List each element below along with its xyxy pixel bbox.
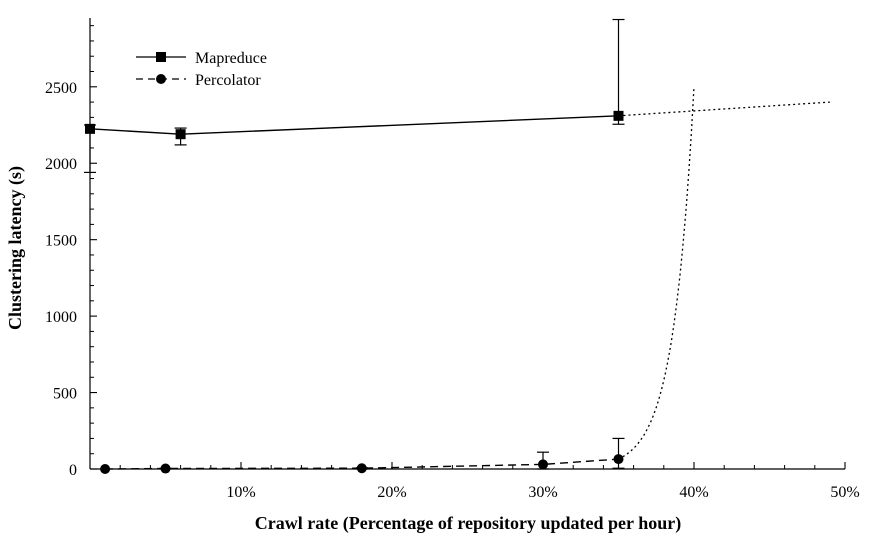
- y-tick-label: 1000: [45, 309, 77, 326]
- legend-mapreduce-label: Mapreduce: [195, 50, 267, 67]
- data-point-mapreduce: [613, 110, 624, 121]
- y-tick-label: 2500: [45, 80, 77, 97]
- y-tick-label: 2000: [45, 156, 77, 173]
- x-tick-label: 40%: [679, 484, 708, 501]
- legend-percolator-label: Percolator: [195, 72, 261, 89]
- extrapolation-line-0: [618, 101, 830, 117]
- legend-percolator-marker: [156, 74, 166, 84]
- x-tick-label: 10%: [226, 484, 255, 501]
- y-axis-label: Clustering latency (s): [5, 166, 26, 330]
- data-point-percolator: [613, 454, 624, 465]
- y-tick-label: 1500: [45, 233, 77, 250]
- x-tick-label: 50%: [830, 484, 859, 501]
- axes: [89, 18, 845, 470]
- data-point-mapreduce: [175, 129, 186, 140]
- extrapolation-line-1: [618, 86, 695, 460]
- legend-mapreduce-marker: [156, 52, 166, 62]
- ticks: 0 500 1000 1500 2000 2500 10% 20% 30% 40% 50%: [45, 25, 860, 501]
- x-tick-label: 30%: [528, 484, 557, 501]
- y-tick-label: 0: [69, 462, 77, 479]
- legend: Mapreduce Percolator: [136, 50, 267, 89]
- series-line-mapreduce: [89, 115, 619, 135]
- y-tick-label: 500: [53, 386, 77, 403]
- x-tick-label: 20%: [377, 484, 406, 501]
- x-axis-label: Crawl rate (Percentage of repository upd…: [255, 513, 681, 534]
